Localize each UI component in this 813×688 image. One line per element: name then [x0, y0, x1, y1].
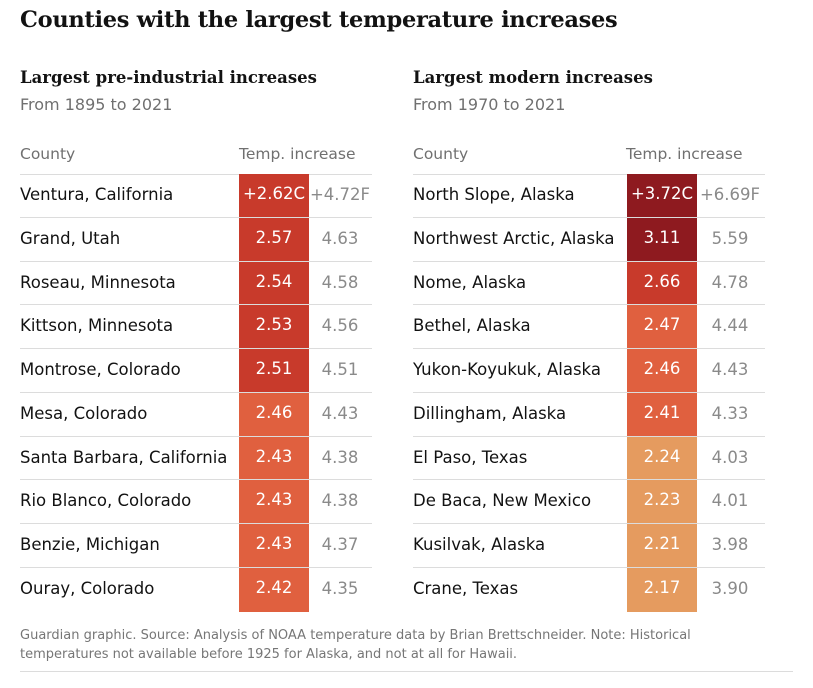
table-row: Ouray, Colorado 2.42 4.35 — [20, 567, 372, 612]
county-name: Santa Barbara, California — [20, 447, 228, 467]
county-name: Rio Blanco, Colorado — [20, 491, 192, 511]
county-name: Dillingham, Alaska — [413, 403, 567, 423]
fahrenheit-increase-value: 4.03 — [711, 447, 749, 467]
table-row: De Baca, New Mexico 2.23 4.01 — [413, 480, 765, 524]
fahrenheit-increase-value: 5.59 — [711, 228, 749, 248]
table-row: North Slope, Alaska +3.72C +6.69F — [413, 174, 765, 218]
celsius-increase-cell: +3.72C — [627, 174, 697, 217]
temp-increase-column-header: Temp. increase — [626, 145, 743, 163]
county-name: Grand, Utah — [20, 228, 121, 248]
fahrenheit-increase-value: 4.51 — [321, 360, 359, 379]
county-name: Benzie, Michigan — [20, 535, 160, 554]
county-name: Nome, Alaska — [413, 272, 527, 292]
table-row: Rio Blanco, Colorado 2.43 4.38 — [20, 480, 372, 524]
table-row: Ventura, California +2.62C +4.72F — [20, 174, 372, 218]
fahrenheit-increase-value: 4.43 — [711, 360, 749, 379]
celsius-increase-cell: 2.51 — [239, 349, 309, 392]
table-row: Yukon-Koyukuk, Alaska 2.46 4.43 — [413, 349, 765, 393]
county-name: Ouray, Colorado — [20, 578, 155, 598]
fahrenheit-increase-value: 4.37 — [321, 535, 359, 554]
fahrenheit-increase-value: 4.01 — [711, 491, 749, 511]
celsius-increase-cell: 2.46 — [627, 349, 697, 392]
table-rows: North Slope, Alaska +3.72C +6.69F Northwest… — [413, 174, 765, 612]
fahrenheit-increase-value: 4.58 — [321, 272, 359, 292]
county-name: Kittson, Minnesota — [20, 316, 174, 336]
celsius-increase-cell: 2.54 — [239, 261, 309, 305]
celsius-increase-cell: 2.42 — [239, 567, 309, 612]
county-name: Northwest Arctic, Alaska — [413, 228, 615, 248]
county-name: Yukon-Koyukuk, Alaska — [413, 360, 601, 379]
celsius-increase-cell: 2.66 — [627, 261, 697, 305]
county-name: Ventura, California — [20, 185, 174, 204]
fahrenheit-increase-value: 4.78 — [711, 272, 749, 292]
celsius-increase-cell: 2.43 — [239, 524, 309, 567]
fahrenheit-increase-value: 4.63 — [321, 228, 359, 248]
table-row: Roseau, Minnesota 2.54 4.58 — [20, 261, 372, 306]
county-name: Kusilvak, Alaska — [413, 535, 546, 554]
celsius-increase-cell: +2.62C — [239, 174, 309, 217]
temp-increase-column-header: Temp. increase — [239, 145, 356, 163]
county-column-header: County — [413, 145, 469, 163]
county-name: Crane, Texas — [413, 578, 519, 598]
table-row: Grand, Utah 2.57 4.63 — [20, 217, 372, 262]
county-column-header: County — [20, 145, 76, 163]
table-subtitle: From 1895 to 2021 — [20, 95, 173, 114]
table-row: Crane, Texas 2.17 3.90 — [413, 567, 765, 612]
table-row: Northwest Arctic, Alaska 3.11 5.59 — [413, 217, 765, 262]
fahrenheit-increase-value: 4.35 — [321, 578, 359, 598]
fahrenheit-increase-value: 3.98 — [711, 535, 749, 554]
county-name: North Slope, Alaska — [413, 185, 575, 204]
county-name: El Paso, Texas — [413, 447, 528, 467]
footnote: Guardian graphic. Source: Analysis of NO… — [20, 628, 691, 662]
celsius-increase-cell: 2.43 — [239, 480, 309, 523]
fahrenheit-increase-value: 4.44 — [711, 316, 749, 336]
fahrenheit-increase-value: 4.43 — [321, 403, 359, 423]
county-name: Mesa, Colorado — [20, 403, 148, 423]
table-row: Mesa, Colorado 2.46 4.43 — [20, 392, 372, 437]
celsius-increase-cell: 2.17 — [627, 567, 697, 612]
table-row: Kusilvak, Alaska 2.21 3.98 — [413, 524, 765, 568]
table-title: Largest pre-industrial increases — [20, 68, 317, 87]
table-subtitle: From 1970 to 2021 — [413, 95, 566, 114]
fahrenheit-increase-value: 4.56 — [321, 316, 359, 336]
county-name: Roseau, Minnesota — [20, 272, 176, 292]
celsius-increase-cell: 2.53 — [239, 305, 309, 348]
celsius-increase-cell: 3.11 — [627, 217, 697, 261]
chart-title: Counties with the largest temperature in… — [20, 7, 618, 33]
bottom-divider — [20, 671, 793, 672]
celsius-increase-cell: 2.21 — [627, 524, 697, 567]
fahrenheit-increase-value: 3.90 — [711, 578, 749, 598]
table-title: Largest modern increases — [413, 68, 653, 87]
table-row: Bethel, Alaska 2.47 4.44 — [413, 305, 765, 349]
county-name: Bethel, Alaska — [413, 316, 531, 336]
celsius-increase-cell: 2.43 — [239, 436, 309, 480]
table-rows: Ventura, California +2.62C +4.72F Grand, Ut… — [20, 174, 372, 612]
celsius-increase-cell: 2.41 — [627, 392, 697, 436]
table-row: Benzie, Michigan 2.43 4.37 — [20, 524, 372, 568]
fahrenheit-increase-value: 4.38 — [321, 491, 359, 511]
county-name: Montrose, Colorado — [20, 360, 181, 379]
celsius-increase-cell: 2.46 — [239, 392, 309, 436]
celsius-increase-cell: 2.57 — [239, 217, 309, 261]
table-row: Montrose, Colorado 2.51 4.51 — [20, 349, 372, 393]
table-header: County Temp. increase — [413, 142, 765, 175]
table-row: Santa Barbara, California 2.43 4.38 — [20, 436, 372, 481]
table-row: Dillingham, Alaska 2.41 4.33 — [413, 392, 765, 437]
celsius-increase-cell: 2.47 — [627, 305, 697, 348]
fahrenheit-increase-value: +6.69F — [699, 185, 761, 204]
table-row: Nome, Alaska 2.66 4.78 — [413, 261, 765, 306]
county-name: De Baca, New Mexico — [413, 491, 592, 511]
fahrenheit-increase-value: 4.38 — [321, 447, 359, 467]
table-row: Kittson, Minnesota 2.53 4.56 — [20, 305, 372, 349]
celsius-increase-cell: 2.23 — [627, 480, 697, 523]
fahrenheit-increase-value: +4.72F — [309, 185, 371, 204]
table-row: El Paso, Texas 2.24 4.03 — [413, 436, 765, 481]
fahrenheit-increase-value: 4.33 — [711, 403, 749, 423]
table-header: County Temp. increase — [20, 142, 372, 175]
celsius-increase-cell: 2.24 — [627, 436, 697, 480]
